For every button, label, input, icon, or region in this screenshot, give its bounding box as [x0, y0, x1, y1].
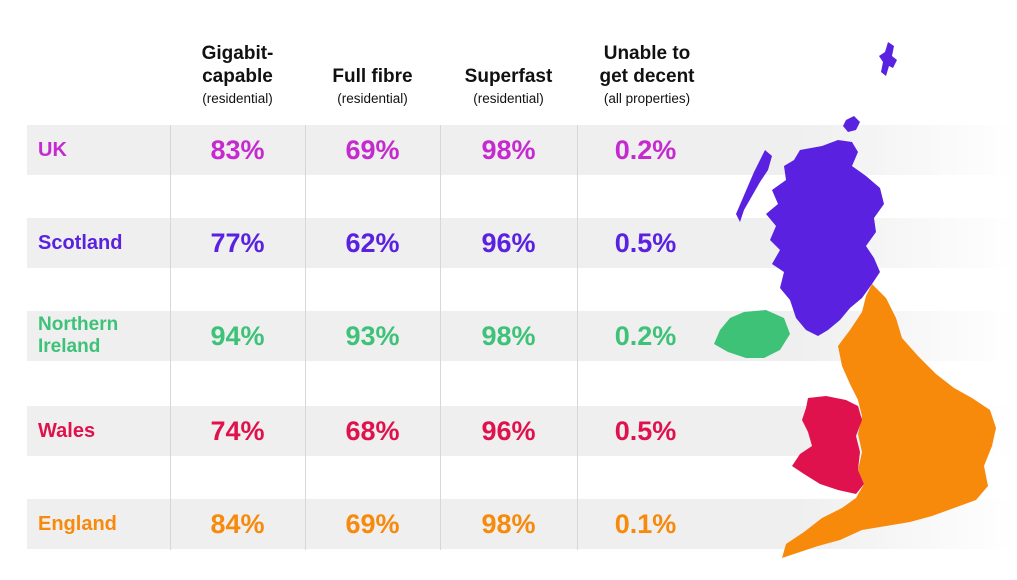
value-wales-superfast: 96%	[481, 415, 536, 446]
header-superfast: Superfast (residential)	[440, 28, 577, 108]
column-divider	[170, 125, 171, 550]
header-subtitle: (residential)	[202, 91, 273, 106]
row-label-uk: UK	[38, 139, 67, 161]
value-uk-superfast: 98%	[481, 134, 536, 165]
header-gigabit-capable: Gigabit- capable (residential)	[170, 28, 305, 108]
header-subtitle: (residential)	[473, 91, 544, 106]
column-divider	[577, 125, 578, 550]
map-orkney	[843, 116, 860, 132]
uk-map	[714, 42, 996, 558]
column-divider	[305, 125, 306, 550]
header-subtitle: (residential)	[337, 91, 408, 106]
map-shetland	[879, 42, 897, 76]
row-label-wales: Wales	[38, 420, 96, 442]
value-uk-gigabit: 83%	[210, 134, 265, 165]
value-wales-gigabit: 74%	[210, 415, 265, 446]
value-uk-unable: 0.2%	[614, 134, 677, 165]
value-wales-unable: 0.5%	[614, 415, 677, 446]
header-line: Unable to	[603, 43, 691, 64]
value-england-unable: 0.1%	[614, 508, 677, 539]
value-wales-full-fibre: 68%	[345, 415, 400, 446]
value-england-full-fibre: 69%	[345, 508, 400, 539]
header-line: capable	[202, 66, 273, 87]
value-scotland-gigabit: 77%	[210, 227, 265, 258]
row-label-northern-ireland: Northern Ireland	[38, 311, 118, 361]
map-outer-hebrides	[736, 150, 772, 222]
row-label-england: England	[38, 513, 117, 535]
map-northern-ireland	[714, 310, 790, 358]
value-ni-unable: 0.2%	[614, 320, 677, 351]
map-scotland	[766, 140, 884, 336]
header-line: Gigabit-	[201, 43, 274, 64]
value-england-gigabit: 84%	[210, 508, 265, 539]
value-ni-superfast: 98%	[481, 320, 536, 351]
column-divider	[440, 125, 441, 550]
value-ni-full-fibre: 93%	[345, 320, 400, 351]
value-england-superfast: 98%	[481, 508, 536, 539]
value-scotland-superfast: 96%	[481, 227, 536, 258]
header-subtitle: (all properties)	[603, 91, 691, 106]
value-ni-gigabit: 94%	[210, 320, 265, 351]
value-scotland-unable: 0.5%	[614, 227, 677, 258]
header-unable-to-get-decent: Unable to get decent (all properties)	[577, 28, 717, 108]
map-england	[782, 284, 996, 558]
header-line: Full fibre	[332, 66, 413, 87]
header-line: Superfast	[464, 66, 553, 87]
row-label-line: Northern	[38, 314, 119, 335]
value-uk-full-fibre: 69%	[345, 134, 400, 165]
row-label-line: Ireland	[38, 336, 101, 357]
header-full-fibre: Full fibre (residential)	[305, 28, 440, 108]
map-wales	[792, 396, 864, 494]
value-scotland-full-fibre: 62%	[345, 227, 400, 258]
row-label-scotland: Scotland	[38, 232, 123, 254]
header-line: get decent	[599, 66, 695, 87]
